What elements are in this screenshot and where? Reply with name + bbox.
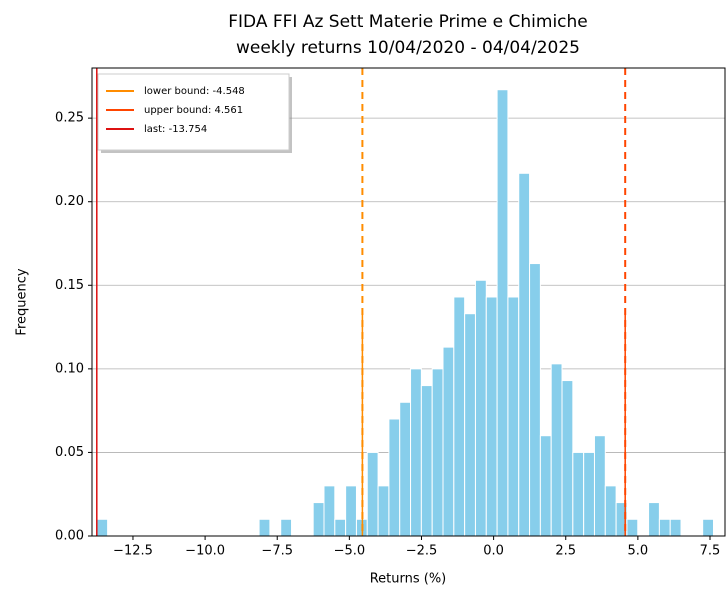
y-tick-label: 0.25 <box>55 111 84 126</box>
y-tick-label: 0.15 <box>55 278 84 293</box>
bar <box>377 485 390 537</box>
bar <box>464 313 476 537</box>
x-tick-label: 7.5 <box>700 544 721 559</box>
bar <box>442 346 455 537</box>
chart-title: FIDA FFI Az Sett Materie Prime e Chimich… <box>228 12 588 32</box>
bar <box>496 89 509 537</box>
bar <box>280 518 293 537</box>
y-axis-label: Frequency <box>15 268 30 335</box>
legend-label: lower bound: -4.548 <box>144 86 245 97</box>
bar <box>334 518 347 537</box>
bar <box>604 485 617 537</box>
bar <box>453 296 466 537</box>
bar <box>399 401 412 537</box>
chart-subtitle: weekly returns 10/04/2020 - 04/04/2025 <box>236 38 580 58</box>
x-tick-label: −7.5 <box>261 544 293 559</box>
bar <box>507 296 520 537</box>
x-tick-label: 0.0 <box>483 544 504 559</box>
bar <box>583 451 595 537</box>
bar <box>550 363 563 537</box>
bar <box>312 502 325 537</box>
plot-frame <box>91 67 726 537</box>
bar <box>258 518 271 537</box>
bar <box>420 385 433 537</box>
x-tick-label: −5.0 <box>334 544 366 559</box>
legend: lower bound: -4.548 upper bound: 4.561 las… <box>97 73 292 153</box>
bar <box>539 435 552 537</box>
bar <box>96 518 109 537</box>
bar <box>593 435 606 537</box>
bar <box>669 518 682 537</box>
bar <box>702 518 714 537</box>
bar <box>485 296 498 537</box>
bar <box>572 451 585 537</box>
y-tick-label: 0.00 <box>55 529 84 544</box>
x-tick-label: −12.5 <box>113 544 153 559</box>
legend-label: upper bound: 4.561 <box>144 105 243 116</box>
bar <box>529 263 541 537</box>
x-tick-label: 5.0 <box>628 544 649 559</box>
bar <box>323 485 336 537</box>
bar <box>518 172 531 537</box>
x-axis-label: Returns (%) <box>370 572 447 587</box>
bar <box>658 518 671 537</box>
bar <box>366 451 379 537</box>
x-tick-label: −10.0 <box>185 544 225 559</box>
bar <box>626 518 639 537</box>
bar <box>561 380 574 537</box>
y-tick-label: 0.05 <box>55 445 84 460</box>
bar <box>648 502 660 537</box>
y-tick-label: 0.20 <box>55 194 84 209</box>
legend-box <box>97 73 290 151</box>
bar <box>431 368 444 537</box>
y-tick-label: 0.10 <box>55 361 84 376</box>
legend-label: last: -13.754 <box>144 124 207 135</box>
bar <box>474 279 487 537</box>
x-tick-label: −2.5 <box>406 544 438 559</box>
x-tick-label: 2.5 <box>555 544 576 559</box>
bar <box>410 368 422 537</box>
bar <box>388 418 401 537</box>
bar <box>345 485 357 537</box>
